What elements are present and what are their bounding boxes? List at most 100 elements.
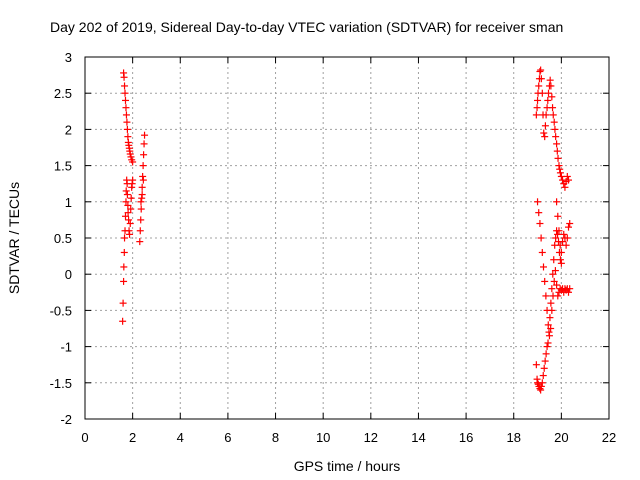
data-point	[536, 67, 544, 75]
data-point	[127, 205, 135, 213]
y-tick-label: -1.5	[50, 376, 72, 391]
y-axis-label: SDTVAR / TECUs	[6, 182, 22, 294]
chart-title: Day 202 of 2019, Sidereal Day-to-day VTE…	[50, 19, 563, 35]
data-point	[120, 277, 128, 285]
data-point	[139, 176, 147, 184]
data-point	[555, 162, 563, 170]
data-point	[546, 76, 554, 84]
data-point	[556, 165, 564, 173]
data-point	[538, 89, 546, 97]
data-point	[566, 285, 574, 293]
data-point	[554, 292, 562, 300]
data-point	[538, 379, 546, 387]
data-point	[552, 234, 560, 242]
data-point	[544, 339, 552, 347]
data-point	[540, 129, 548, 137]
y-tick-label: 0	[65, 267, 72, 282]
data-point	[129, 158, 137, 166]
data-point	[123, 125, 131, 133]
x-tick-label: 18	[506, 430, 520, 445]
x-tick-label: 2	[129, 430, 136, 445]
data-point	[532, 361, 540, 369]
data-point	[554, 154, 562, 162]
data-point	[536, 220, 544, 228]
data-point	[137, 198, 145, 206]
data-point	[121, 234, 129, 242]
x-tick-label: 20	[554, 430, 568, 445]
data-point	[119, 317, 127, 325]
data-point	[553, 198, 561, 206]
x-tick-label: 4	[177, 430, 184, 445]
data-point	[550, 118, 558, 126]
data-point	[141, 131, 149, 139]
data-point	[553, 147, 561, 155]
data-point	[563, 172, 571, 180]
x-tick-label: 22	[602, 430, 616, 445]
data-point	[122, 198, 130, 206]
data-point	[120, 248, 128, 256]
x-tick-label: 10	[316, 430, 330, 445]
y-tick-label: 0.5	[54, 231, 72, 246]
data-point	[566, 220, 574, 228]
data-point	[124, 209, 132, 217]
y-tick-label: -0.5	[50, 303, 72, 318]
data-point	[533, 104, 541, 112]
y-tick-label: 1.5	[54, 159, 72, 174]
data-point	[537, 386, 545, 394]
data-point	[139, 162, 147, 170]
data-point	[123, 118, 131, 126]
data-point	[125, 216, 133, 224]
data-point	[121, 89, 129, 97]
data-point	[537, 382, 545, 390]
data-point	[560, 230, 568, 238]
data-point	[129, 176, 137, 184]
data-point	[554, 230, 562, 238]
data-point	[562, 241, 570, 249]
data-point	[549, 270, 557, 278]
data-point	[138, 183, 146, 191]
data-point	[121, 82, 129, 90]
data-point	[542, 292, 550, 300]
data-point	[557, 172, 565, 180]
data-point	[122, 187, 130, 195]
data-point	[553, 281, 561, 289]
x-tick-label: 14	[411, 430, 425, 445]
data-point	[552, 133, 560, 141]
x-axis-label: GPS time / hours	[294, 458, 401, 474]
y-axis: -2 -1.5 -1 -0.5 0 0.5 1 1.5 2 2.5 3	[50, 50, 609, 427]
data-points	[119, 66, 574, 394]
data-point	[136, 227, 144, 235]
data-point	[557, 248, 565, 256]
data-point	[565, 176, 573, 184]
data-point	[556, 241, 564, 249]
data-point	[551, 267, 559, 275]
data-point	[547, 325, 555, 332]
data-point	[551, 125, 559, 133]
data-point	[535, 209, 543, 217]
data-point	[136, 238, 144, 246]
data-point	[550, 277, 558, 285]
data-point	[555, 227, 563, 235]
data-point	[540, 364, 548, 372]
data-point	[541, 122, 549, 130]
data-point	[120, 263, 128, 271]
data-point	[550, 256, 558, 264]
data-point	[121, 212, 129, 220]
data-point	[546, 314, 554, 322]
x-tick-label: 6	[224, 430, 231, 445]
data-point	[121, 96, 129, 104]
data-point	[548, 285, 556, 293]
y-tick-label: 1	[65, 195, 72, 210]
data-point	[544, 321, 552, 329]
data-point	[549, 111, 557, 119]
x-tick-label: 0	[81, 430, 88, 445]
data-point	[541, 357, 549, 365]
data-point	[545, 332, 553, 340]
data-point	[122, 111, 130, 119]
data-point	[543, 343, 551, 351]
data-point	[534, 96, 542, 104]
data-point	[545, 89, 553, 97]
data-point	[542, 111, 550, 119]
data-point	[122, 104, 130, 112]
